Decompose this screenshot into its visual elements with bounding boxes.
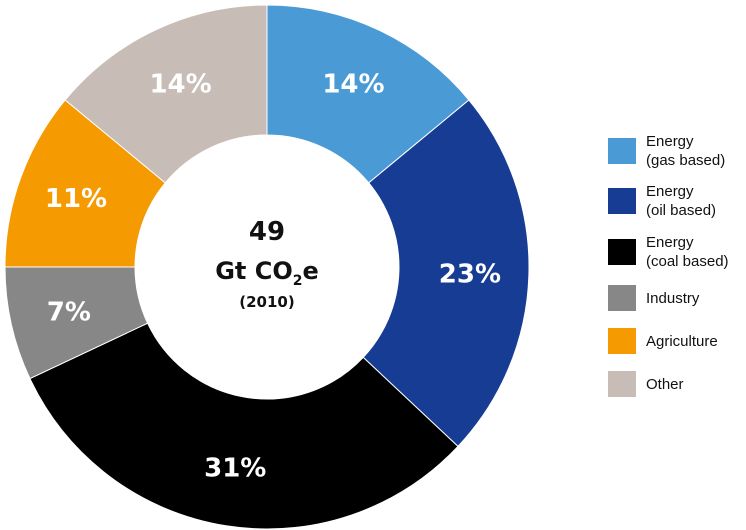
slice-energy-oil-based: [362, 99, 530, 448]
center-unit: Gt CO2e: [215, 257, 319, 289]
slice-labels: 14% 23% 31% 7% 11% 14%: [45, 69, 501, 483]
slice-other: [64, 4, 268, 184]
slice-label-energy-oil-based: 23%: [439, 259, 501, 289]
slice-energy-gas-based: [266, 4, 470, 184]
center-year: (2010): [239, 293, 294, 311]
legend-item-energy-oil-based: Energy (oil based): [608, 182, 716, 220]
slice-label-other: 14%: [149, 69, 211, 99]
legend-label: Other: [646, 375, 684, 393]
slice-label-energy-coal-based: 31%: [204, 454, 266, 484]
legend-swatch: [608, 239, 636, 265]
legend-item-agriculture: Agriculture: [608, 328, 718, 354]
legend-label: Energy (oil based): [646, 183, 717, 219]
legend-label: Industry: [646, 289, 700, 307]
legend-item-other: Other: [608, 371, 684, 397]
legend-label: Energy (gas based): [646, 133, 726, 169]
legend-label: Agriculture: [646, 332, 718, 350]
legend-item-industry: Industry: [608, 285, 699, 311]
legend-swatch: [608, 328, 636, 354]
donut-chart: 14% 23% 31% 7% 11% 14% 49 Gt CO2e (2010): [4, 4, 530, 530]
legend-item-energy-gas-based: Energy (gas based): [608, 132, 725, 170]
slice-label-energy-gas-based: 14%: [322, 69, 384, 99]
legend-swatch: [608, 138, 636, 164]
donut-slices: [4, 4, 530, 530]
slice-energy-coal-based: [29, 322, 459, 530]
legend-swatch: [608, 188, 636, 214]
legend-swatch: [608, 285, 636, 311]
center-label: 49 Gt CO2e (2010): [215, 217, 319, 311]
slice-label-agriculture: 11%: [45, 184, 107, 214]
legend-label: Energy (coal based): [646, 234, 729, 270]
center-value: 49: [249, 217, 285, 247]
legend-swatch: [608, 371, 636, 397]
legend-item-energy-coal-based: Energy (coal based): [608, 233, 729, 271]
slice-label-industry: 7%: [47, 297, 91, 327]
